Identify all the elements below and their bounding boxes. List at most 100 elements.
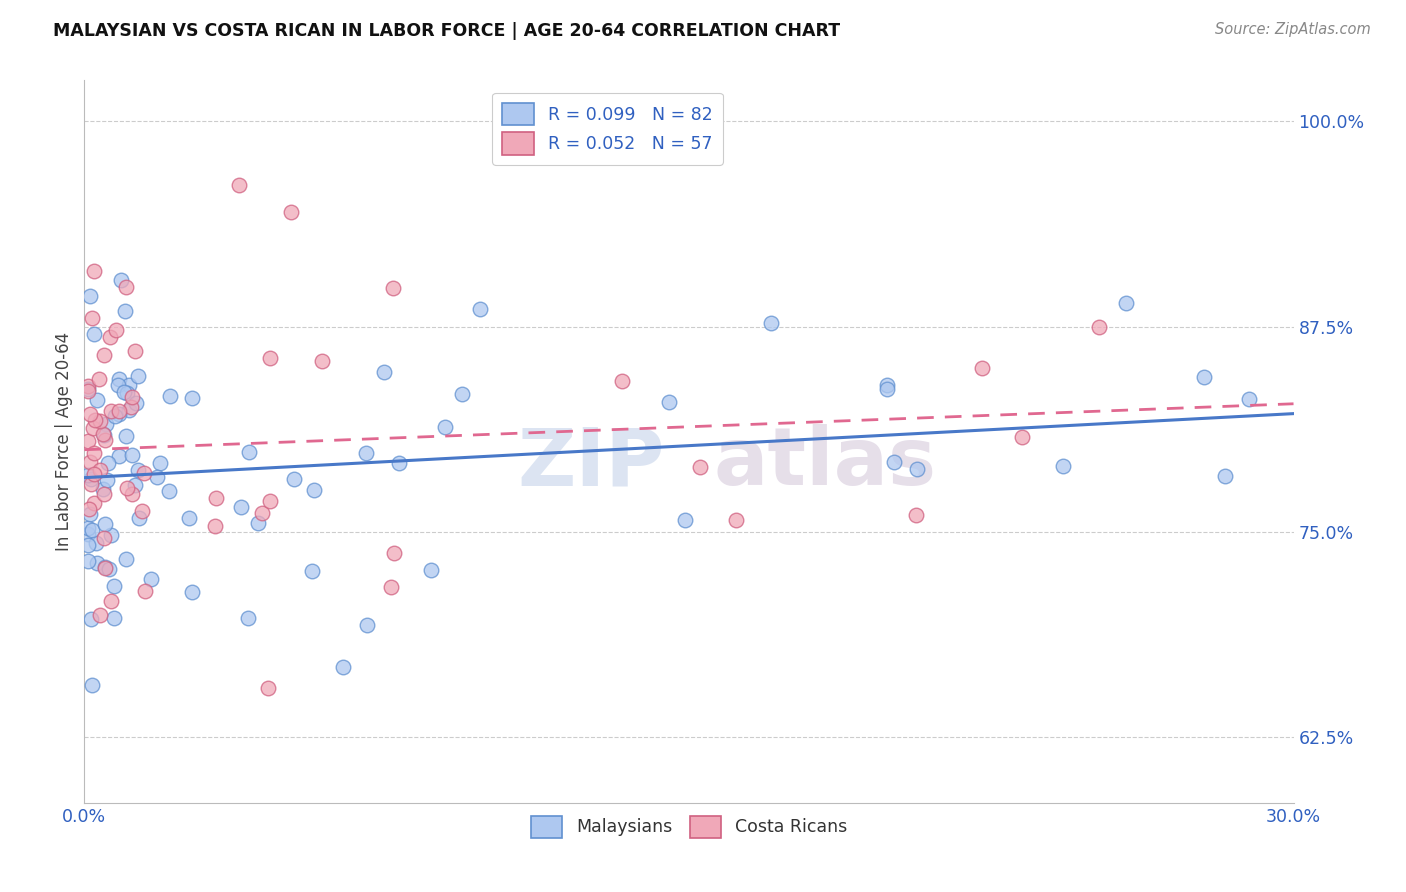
Point	[77, 382, 100, 396]
Point	[689, 459, 711, 474]
Point	[610, 374, 633, 388]
Point	[104, 323, 127, 337]
Point	[77, 467, 100, 482]
Point	[725, 513, 748, 527]
Point	[96, 417, 118, 431]
Point	[100, 594, 122, 608]
Point	[93, 517, 115, 532]
Point	[380, 580, 402, 594]
Point	[139, 572, 162, 586]
Point	[883, 455, 905, 469]
Point	[107, 449, 129, 463]
Point	[100, 528, 122, 542]
Text: atlas: atlas	[713, 425, 936, 502]
Point	[93, 559, 115, 574]
Point	[107, 407, 129, 421]
Point	[83, 264, 105, 278]
Point	[86, 557, 108, 571]
Point	[128, 511, 150, 525]
Point	[79, 454, 101, 468]
Point	[356, 618, 378, 632]
Point	[354, 446, 377, 460]
Point	[204, 519, 226, 533]
Point	[149, 456, 172, 470]
Point	[159, 389, 181, 403]
Point	[83, 413, 105, 427]
Point	[1192, 370, 1215, 384]
Point	[89, 463, 111, 477]
Point	[84, 535, 107, 549]
Point	[91, 482, 114, 496]
Point	[382, 546, 405, 560]
Point	[121, 390, 143, 404]
Point	[301, 564, 323, 578]
Legend: Malaysians, Costa Ricans: Malaysians, Costa Ricans	[520, 805, 858, 848]
Point	[257, 681, 280, 695]
Point	[100, 404, 122, 418]
Point	[247, 516, 270, 531]
Point	[93, 348, 115, 362]
Point	[228, 178, 250, 192]
Point	[451, 387, 474, 401]
Point	[97, 456, 120, 470]
Point	[876, 382, 898, 396]
Point	[121, 487, 143, 501]
Point	[302, 483, 325, 498]
Point	[82, 310, 104, 325]
Point	[89, 414, 111, 428]
Point	[419, 563, 441, 577]
Point	[77, 501, 100, 516]
Point	[1011, 430, 1033, 444]
Point	[107, 377, 129, 392]
Point	[79, 612, 101, 626]
Point	[131, 504, 153, 518]
Point	[132, 466, 155, 480]
Point	[115, 280, 138, 294]
Point	[80, 472, 103, 486]
Point	[658, 394, 681, 409]
Point	[91, 426, 114, 441]
Point	[373, 366, 395, 380]
Point	[89, 372, 111, 386]
Point	[236, 611, 259, 625]
Point	[118, 403, 141, 417]
Point	[83, 445, 105, 459]
Point	[86, 393, 108, 408]
Point	[108, 404, 131, 418]
Point	[259, 351, 281, 366]
Point	[259, 493, 281, 508]
Point	[77, 538, 100, 552]
Point	[114, 303, 136, 318]
Point	[250, 506, 273, 520]
Point	[181, 391, 204, 405]
Point	[121, 448, 143, 462]
Point	[77, 378, 100, 392]
Point	[96, 473, 118, 487]
Point	[94, 561, 117, 575]
Point	[115, 386, 138, 401]
Point	[1213, 469, 1236, 483]
Point	[94, 433, 117, 447]
Point	[83, 496, 105, 510]
Point	[905, 462, 928, 476]
Point	[1239, 392, 1261, 406]
Point	[311, 353, 333, 368]
Point	[673, 513, 696, 527]
Y-axis label: In Labor Force | Age 20-64: In Labor Force | Age 20-64	[55, 332, 73, 551]
Point	[83, 327, 105, 342]
Point	[124, 478, 146, 492]
Point	[204, 491, 226, 505]
Point	[125, 396, 148, 410]
Point	[110, 273, 132, 287]
Point	[759, 316, 782, 330]
Point	[104, 409, 127, 423]
Point	[114, 429, 136, 443]
Point	[103, 579, 125, 593]
Point	[179, 510, 201, 524]
Point	[80, 678, 103, 692]
Point	[93, 428, 115, 442]
Point	[1088, 319, 1111, 334]
Point	[89, 607, 111, 622]
Text: ZIP: ZIP	[517, 425, 665, 502]
Point	[127, 463, 149, 477]
